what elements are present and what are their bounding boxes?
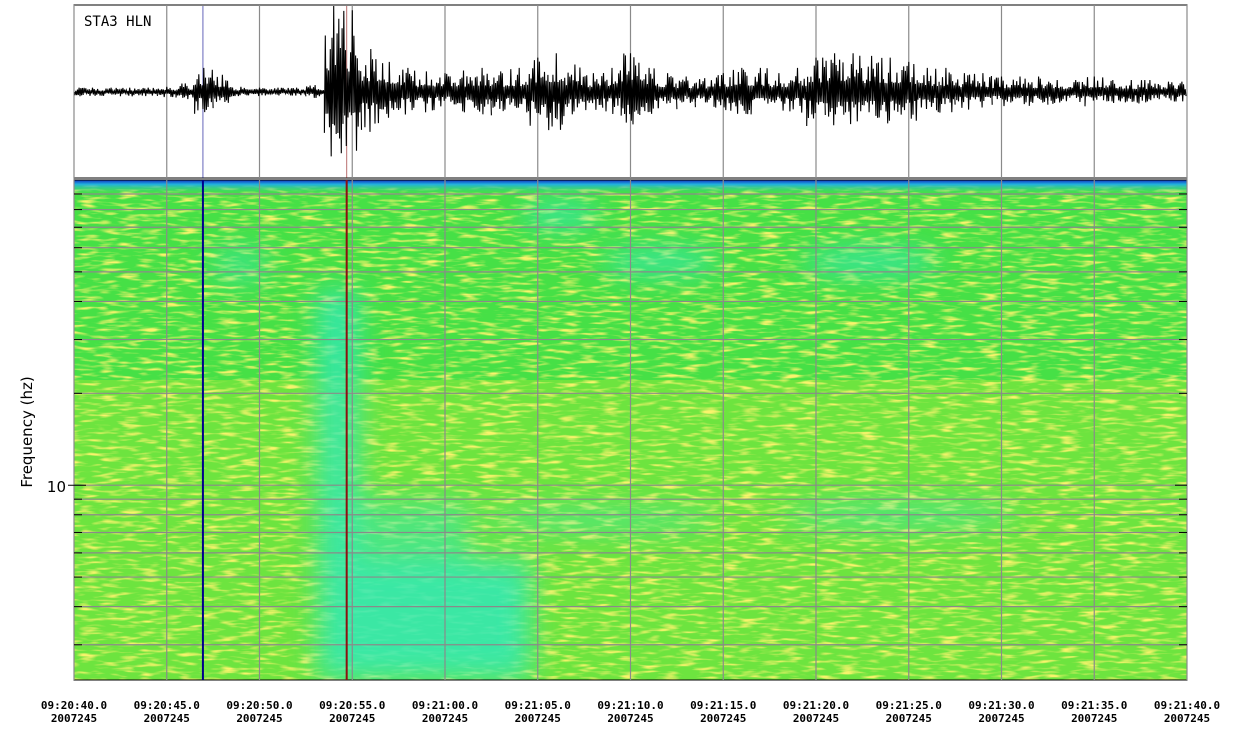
- waveform-segment: [917, 67, 938, 111]
- waveform-segment: [453, 70, 474, 113]
- waveform-segment: [82, 87, 103, 96]
- x-tick-label: 09:21:20.0: [783, 699, 849, 712]
- waveform-segment: [861, 55, 882, 118]
- waveform-segment: [156, 86, 177, 98]
- waveform-segment: [416, 71, 437, 113]
- waveform-segment: [305, 85, 325, 99]
- waveform-segment: [472, 67, 492, 116]
- x-tick-label: 09:21:35.0: [1061, 699, 1127, 712]
- waveform-segment: [1084, 76, 1105, 107]
- waveform-segment: [936, 67, 956, 113]
- waveform-segment: [74, 87, 84, 97]
- x-tick-date: 2007245: [236, 712, 282, 725]
- waveform-segment: [509, 67, 530, 113]
- waveform-segment: [546, 53, 567, 131]
- waveform-segment: [1028, 76, 1049, 106]
- x-tick-label: 09:21:30.0: [968, 699, 1034, 712]
- waveform-segment: [843, 53, 863, 125]
- waveform: [74, 5, 1187, 157]
- y-axis-label: Frequency (hz): [18, 376, 36, 487]
- x-tick-label: 09:21:05.0: [505, 699, 571, 712]
- waveform-segment: [1102, 79, 1123, 104]
- x-tick-label: 09:20:40.0: [41, 699, 107, 712]
- waveform-segment: [694, 78, 715, 103]
- waveform-segment: [249, 87, 270, 97]
- grid: [73, 5, 1188, 680]
- waveform-segment: [769, 73, 789, 111]
- x-tick-date: 2007245: [607, 712, 653, 725]
- waveform-segment: [787, 67, 808, 113]
- x-tick-date: 2007245: [1164, 712, 1210, 725]
- waveform-segment: [1177, 81, 1187, 102]
- x-tick-label: 09:20:45.0: [134, 699, 200, 712]
- x-tick-date: 2007245: [329, 712, 375, 725]
- waveform-segment: [1121, 79, 1142, 104]
- waveform-segment: [676, 76, 696, 108]
- waveform-segment: [898, 61, 919, 121]
- waveform-segment: [527, 57, 548, 126]
- waveform-segment: [1158, 81, 1179, 102]
- x-tick-date: 2007245: [51, 712, 97, 725]
- waveform-segment: [565, 64, 585, 115]
- x-tick-date: 2007245: [978, 712, 1024, 725]
- waveform-segment: [138, 87, 159, 97]
- waveform-segment: [1047, 79, 1067, 104]
- x-tick-label: 09:20:55.0: [319, 699, 385, 712]
- x-tick-label: 09:21:00.0: [412, 699, 478, 712]
- waveform-segment: [639, 67, 659, 114]
- waveform-segment: [194, 67, 214, 114]
- waveform-segment: [880, 57, 901, 124]
- waveform-segment: [360, 48, 381, 132]
- waveform-segment: [954, 73, 975, 110]
- waveform-segment: [1010, 76, 1030, 105]
- waveform-segment: [1065, 79, 1086, 103]
- x-tick-label: 09:21:15.0: [690, 699, 756, 712]
- y-tick-label: 10: [47, 478, 66, 496]
- x-tick-date: 2007245: [700, 712, 746, 725]
- waveform-segment: [286, 87, 307, 97]
- waveform-segment: [323, 5, 344, 157]
- x-tick-date: 2007245: [886, 712, 932, 725]
- waveform-segment: [750, 67, 771, 115]
- waveform-segment: [657, 73, 678, 110]
- x-tick-date: 2007245: [144, 712, 190, 725]
- x-tick-date: 2007245: [515, 712, 561, 725]
- waveform-segment: [1140, 79, 1160, 103]
- waveform-segment: [101, 87, 121, 96]
- waveform-segment: [435, 73, 455, 107]
- waveform-segment: [175, 83, 196, 101]
- spectrogram-energy: [210, 203, 1020, 680]
- waveform-segment: [602, 67, 622, 115]
- waveform-segment: [620, 53, 641, 125]
- waveform-segment: [268, 87, 288, 96]
- waveform-segment: [991, 76, 1012, 107]
- x-tick-date: 2007245: [1071, 712, 1117, 725]
- x-tick-date: 2007245: [793, 712, 839, 725]
- waveform-segment: [398, 67, 418, 115]
- x-tick-label: 09:21:10.0: [597, 699, 663, 712]
- waveform-segment: [342, 10, 363, 151]
- waveform-segment: [379, 61, 400, 118]
- waveform-segment: [731, 67, 752, 115]
- x-tick-label: 09:20:50.0: [226, 699, 292, 712]
- waveform-segment: [583, 73, 604, 111]
- x-tick-label: 09:21:25.0: [876, 699, 942, 712]
- station-label: STA3 HLN: [84, 14, 151, 30]
- x-tick-date: 2007245: [422, 712, 468, 725]
- waveform-segment: [806, 57, 826, 127]
- waveform-segment: [973, 73, 993, 108]
- waveform-segment: [824, 53, 845, 126]
- waveform-segment: [231, 86, 251, 97]
- waveform-segment: [713, 73, 734, 111]
- waveform-segment: [119, 87, 140, 97]
- x-tick-label: 09:21:40.0: [1154, 699, 1220, 712]
- waveform-segment: [212, 74, 233, 103]
- waveform-segment: [490, 71, 511, 112]
